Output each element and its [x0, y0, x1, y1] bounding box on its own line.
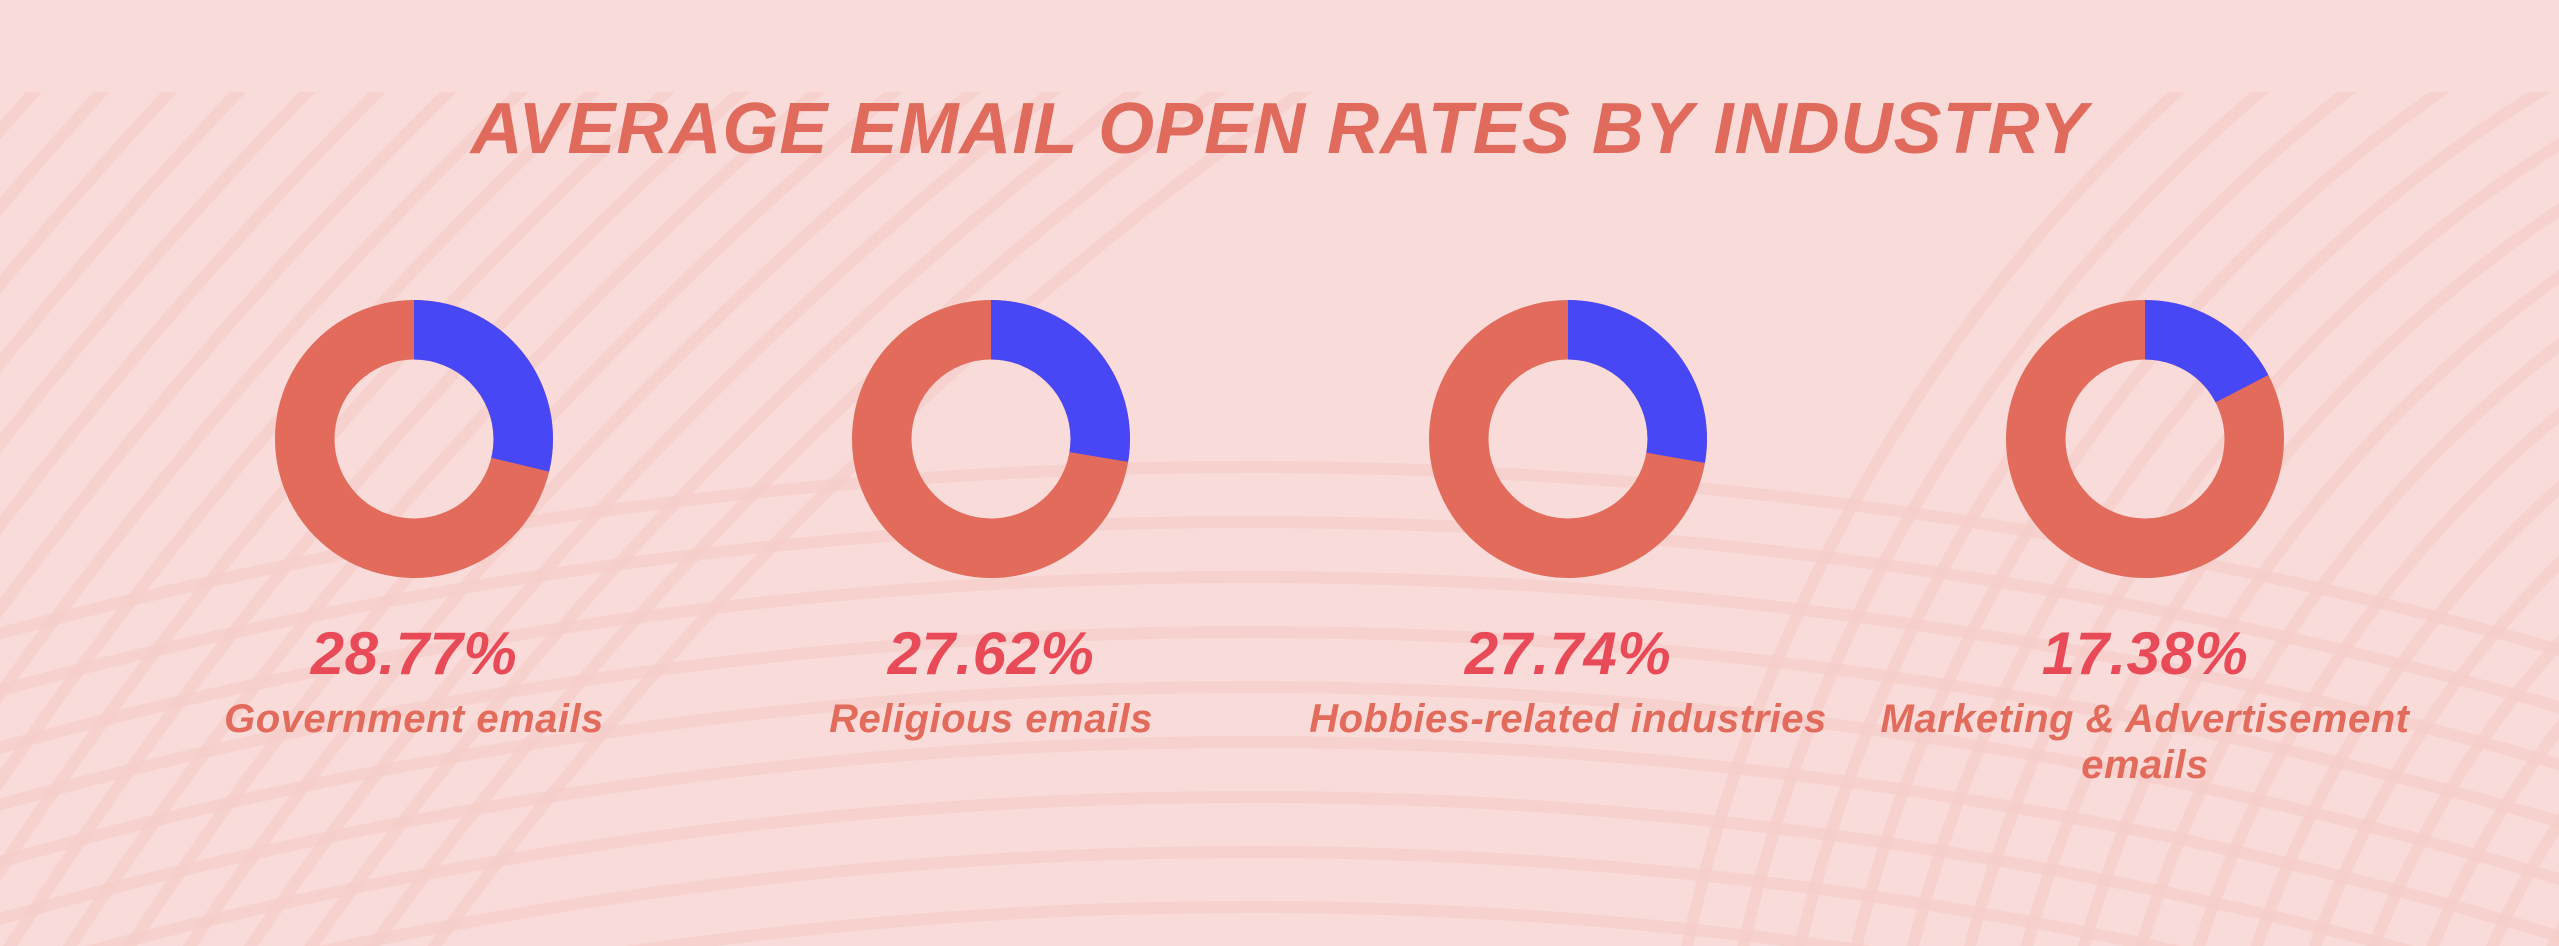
donut-chart [1429, 299, 1707, 578]
percent-value: 17.38% [2041, 619, 2249, 687]
donut-chart [852, 299, 1130, 578]
chart-label: Religious emails [829, 696, 1153, 741]
donut-chart [2006, 299, 2284, 578]
chart-item: 27.74% Hobbies-related industries [1280, 299, 1857, 788]
chart-label: Marketing & Advertisement emails [1880, 696, 2410, 787]
donut-open-rate-segment [275, 299, 553, 578]
chart-label: Government emails [224, 696, 604, 741]
chart-item: 28.77% Government emails [126, 299, 703, 788]
percent-value: 27.62% [887, 619, 1095, 687]
donut-open-rate-segment [1429, 299, 1707, 578]
percent-value: 27.74% [1464, 619, 1672, 687]
donut-open-rate-segment [2006, 299, 2284, 578]
donut-chart [275, 299, 553, 578]
charts-row: 28.77% Government emails 27.62% Religiou… [0, 299, 2559, 788]
chart-item: 17.38% Marketing & Advertisement emails [1857, 299, 2434, 788]
page-title: AVERAGE EMAIL OPEN RATES BY INDUSTRY [470, 89, 2089, 169]
infographic-page: AVERAGE EMAIL OPEN RATES BY INDUSTRY 28.… [0, 89, 2559, 946]
percent-value: 28.77% [310, 619, 518, 687]
chart-item: 27.62% Religious emails [703, 299, 1280, 788]
chart-label: Hobbies-related industries [1309, 696, 1827, 741]
donut-open-rate-segment [852, 299, 1130, 578]
